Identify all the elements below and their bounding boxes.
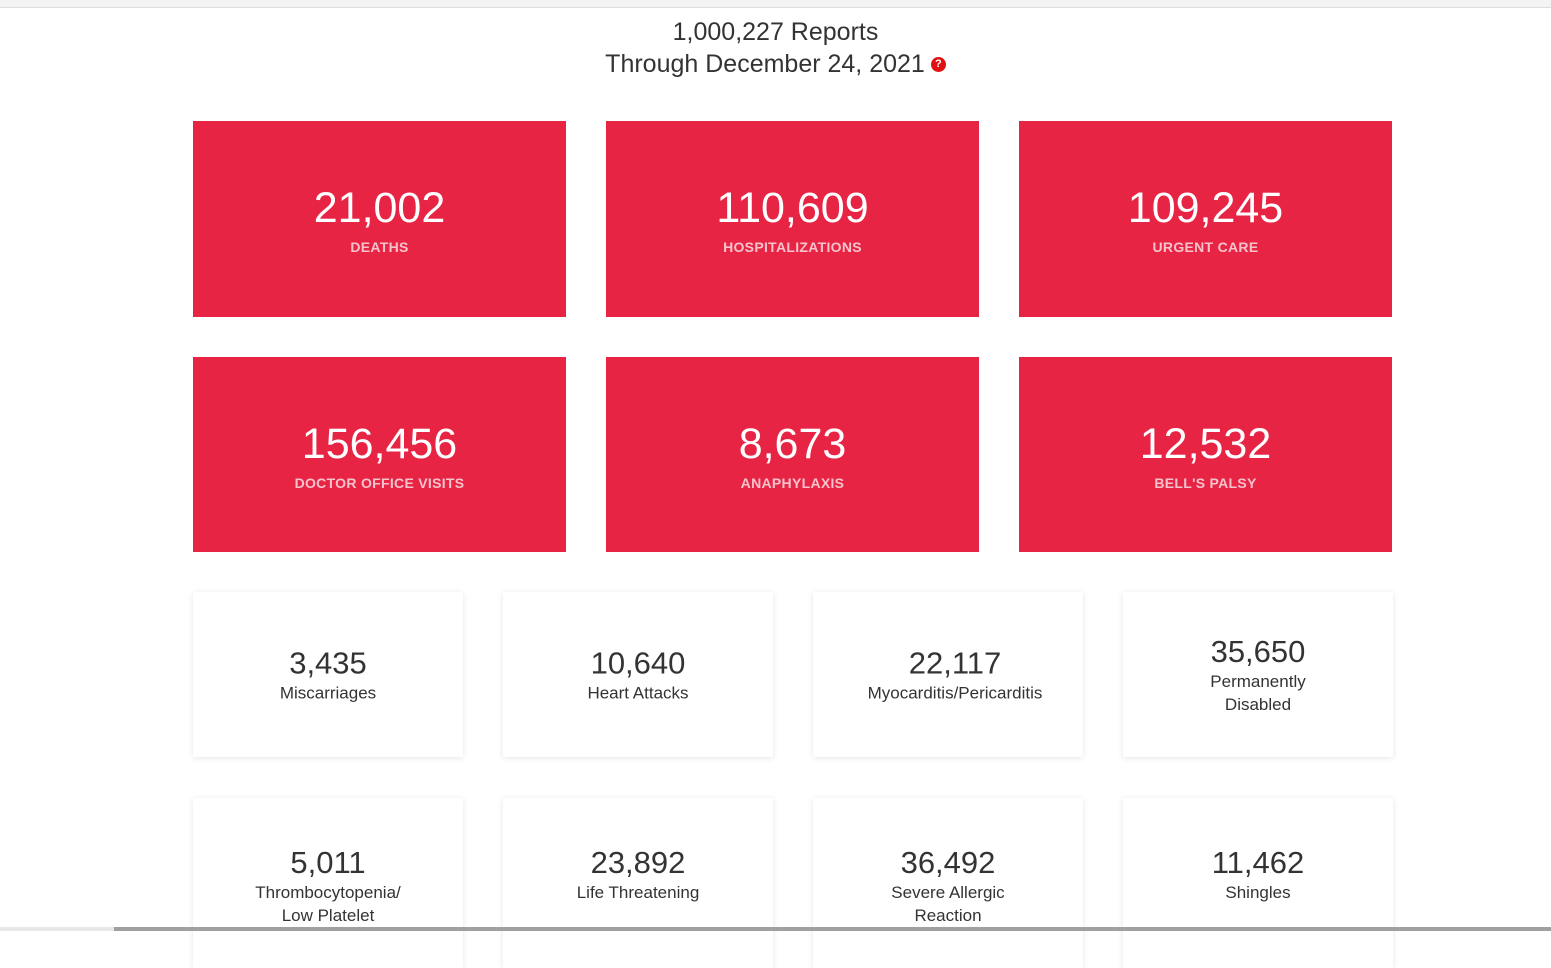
stat-label-line2: Disabled <box>1224 694 1292 714</box>
stat-value: 109,245 <box>1127 184 1284 232</box>
stat-label-line1: Severe Allergic <box>891 883 1005 902</box>
stat-label: HOSPITALIZATIONS <box>723 239 862 255</box>
stat-value: 110,609 <box>716 184 869 232</box>
stat-value: 36,492 <box>900 845 996 880</box>
stat-label-line1: Permanently <box>1210 671 1306 691</box>
stat-value: 12,532 <box>1139 420 1272 468</box>
help-icon[interactable]: ? <box>930 56 946 72</box>
stat-card-shingles: 11,462 Shingles <box>1123 798 1393 968</box>
stat-label: ANAPHYLAXIS <box>740 475 845 491</box>
stat-card-life-threatening: 23,892 Life Threatening <box>503 798 773 968</box>
stat-card-bells-palsy: 12,532 BELL'S PALSY <box>1019 357 1392 552</box>
stat-label: URGENT CARE <box>1152 239 1259 255</box>
stat-card-hospitalizations: 110,609 HOSPITALIZATIONS <box>606 121 979 317</box>
stat-card-doctor-office-visits: 156,456 DOCTOR OFFICE VISITS <box>193 357 566 552</box>
stat-value: 11,462 <box>1211 845 1305 880</box>
stat-card-heart-attacks: 10,640 Heart Attacks <box>503 592 773 757</box>
stat-label: Heart Attacks <box>587 683 689 702</box>
stat-card-permanently-disabled: 35,650 Permanently Disabled <box>1123 592 1393 757</box>
stat-label-line1: Thrombocytopenia/ <box>255 883 401 902</box>
stat-value: 22,117 <box>908 645 1002 680</box>
report-date-text: Through December 24, 2021 <box>605 50 925 78</box>
report-date: Through December 24, 2021? <box>0 48 1551 80</box>
stat-card-thrombocytopenia: 5,011 Thrombocytopenia/ Low Platelet <box>193 798 463 968</box>
stat-value: 21,002 <box>313 184 446 232</box>
stat-label: Shingles <box>1225 883 1291 902</box>
horizontal-scrollbar-thumb[interactable] <box>114 927 1551 931</box>
stat-card-miscarriages: 3,435 Miscarriages <box>193 592 463 757</box>
stat-value: 156,456 <box>301 420 458 468</box>
stat-card-anaphylaxis: 8,673 ANAPHYLAXIS <box>606 357 979 552</box>
stat-value: 35,650 <box>1210 633 1306 669</box>
stat-value: 10,640 <box>590 645 686 680</box>
stat-value: 23,892 <box>590 845 686 880</box>
stat-label-line2: Low Platelet <box>281 906 375 925</box>
stat-card-myocarditis: 22,117 Myocarditis/Pericarditis <box>813 592 1083 757</box>
stat-card-urgent-care: 109,245 URGENT CARE <box>1019 121 1392 317</box>
stat-value: 3,435 <box>289 645 367 680</box>
stat-label: DEATHS <box>350 239 409 255</box>
stat-card-deaths: 21,002 DEATHS <box>193 121 566 317</box>
stat-label-line2: Reaction <box>914 906 982 925</box>
stat-label: DOCTOR OFFICE VISITS <box>294 475 465 491</box>
browser-toolbar-edge <box>0 0 1551 8</box>
stat-label: Life Threatening <box>576 883 700 902</box>
report-header: 1,000,227 Reports Through December 24, 2… <box>0 16 1551 80</box>
stat-label: Myocarditis/Pericarditis <box>867 683 1043 702</box>
stat-value: 8,673 <box>738 420 847 468</box>
stat-card-severe-allergic-reaction: 36,492 Severe Allergic Reaction <box>813 798 1083 968</box>
stat-value: 5,011 <box>290 845 366 880</box>
report-count: 1,000,227 Reports <box>672 18 879 46</box>
stat-label: Miscarriages <box>279 683 377 702</box>
stat-label: BELL'S PALSY <box>1154 475 1257 491</box>
